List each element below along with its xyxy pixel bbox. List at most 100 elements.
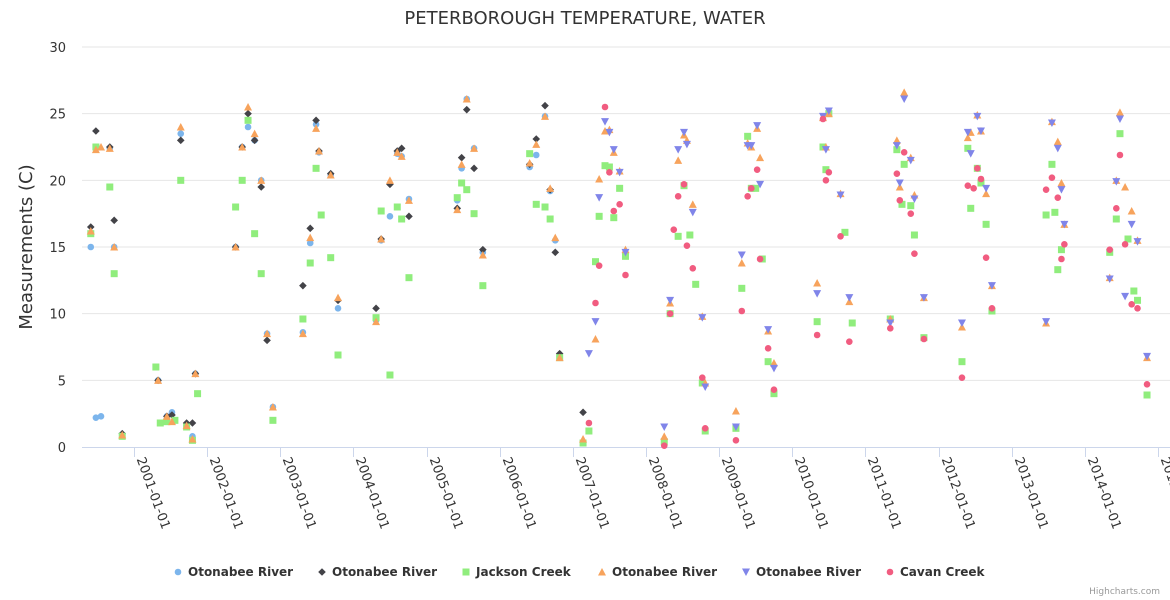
data-point[interactable] — [110, 243, 119, 251]
data-point[interactable] — [737, 251, 746, 260]
data-point[interactable] — [312, 124, 321, 132]
data-point[interactable] — [92, 127, 100, 135]
data-point[interactable] — [848, 319, 856, 327]
data-point[interactable] — [616, 201, 623, 208]
data-point[interactable] — [616, 184, 624, 192]
legend-item[interactable]: Jackson Creek — [462, 565, 572, 579]
data-point[interactable] — [579, 435, 588, 443]
data-point[interactable] — [967, 204, 975, 212]
data-point[interactable] — [682, 140, 691, 149]
data-point[interactable] — [532, 135, 541, 143]
data-point[interactable] — [770, 386, 778, 393]
data-point[interactable] — [591, 318, 600, 326]
data-point[interactable] — [470, 210, 478, 218]
data-point[interactable] — [692, 280, 700, 288]
data-point[interactable] — [1116, 151, 1124, 159]
data-point[interactable] — [372, 317, 381, 326]
data-point[interactable] — [982, 189, 991, 198]
data-point[interactable] — [737, 259, 746, 267]
data-point[interactable] — [397, 144, 406, 153]
data-point[interactable] — [1057, 179, 1066, 187]
data-point[interactable] — [606, 169, 613, 176]
data-point[interactable] — [579, 439, 587, 447]
data-point[interactable] — [397, 152, 406, 160]
data-point[interactable] — [615, 168, 624, 177]
data-point[interactable] — [605, 163, 613, 171]
data-point[interactable] — [269, 416, 277, 424]
data-point[interactable] — [327, 254, 335, 262]
data-point[interactable] — [666, 310, 674, 317]
data-point[interactable] — [532, 200, 540, 208]
data-point[interactable] — [551, 233, 560, 242]
data-point[interactable] — [479, 282, 487, 290]
legend-item[interactable]: Otonabee River — [318, 565, 437, 579]
data-point[interactable] — [110, 270, 118, 278]
data-point[interactable] — [1042, 186, 1050, 193]
data-point[interactable] — [813, 331, 821, 339]
data-point[interactable] — [118, 431, 127, 439]
data-point[interactable] — [393, 148, 402, 156]
data-point[interactable] — [526, 150, 534, 158]
data-point[interactable] — [674, 232, 682, 240]
data-point[interactable] — [982, 184, 991, 193]
data-point[interactable] — [1143, 391, 1151, 399]
data-point[interactable] — [457, 160, 466, 168]
data-point[interactable] — [764, 326, 773, 334]
data-point[interactable] — [1130, 287, 1138, 295]
data-point[interactable] — [896, 197, 904, 204]
data-point[interactable] — [747, 142, 756, 150]
data-point[interactable] — [622, 271, 629, 279]
data-point[interactable] — [592, 299, 599, 307]
data-point[interactable] — [312, 116, 320, 125]
data-point[interactable] — [1042, 211, 1050, 219]
data-point[interactable] — [546, 184, 555, 192]
data-point[interactable] — [957, 319, 966, 328]
data-point[interactable] — [532, 151, 540, 159]
data-point[interactable] — [386, 371, 394, 379]
data-point[interactable] — [731, 423, 740, 432]
data-point[interactable] — [1105, 275, 1114, 284]
data-point[interactable] — [744, 193, 751, 200]
data-point[interactable] — [317, 211, 325, 219]
data-point[interactable] — [541, 101, 549, 110]
data-point[interactable] — [747, 185, 755, 192]
data-point[interactable] — [194, 390, 202, 398]
data-point[interactable] — [595, 175, 604, 183]
data-point[interactable] — [97, 413, 105, 420]
data-point[interactable] — [1134, 305, 1141, 312]
data-point[interactable] — [738, 284, 746, 292]
data-point[interactable] — [1048, 174, 1056, 181]
data-point[interactable] — [1106, 246, 1114, 253]
data-point[interactable] — [822, 166, 830, 174]
data-point[interactable] — [813, 318, 821, 326]
data-point[interactable] — [182, 421, 191, 430]
data-point[interactable] — [1042, 318, 1051, 326]
data-point[interactable] — [458, 179, 466, 187]
data-point[interactable] — [837, 233, 844, 240]
data-point[interactable] — [1133, 238, 1142, 246]
data-point[interactable] — [744, 132, 752, 140]
data-point[interactable] — [698, 379, 706, 387]
data-point[interactable] — [1054, 194, 1062, 201]
data-point[interactable] — [595, 212, 603, 220]
data-point[interactable] — [977, 175, 985, 183]
data-point[interactable] — [753, 122, 762, 130]
data-point[interactable] — [907, 210, 915, 217]
data-point[interactable] — [453, 205, 462, 214]
data-point[interactable] — [1127, 207, 1136, 215]
data-point[interactable] — [231, 243, 240, 251]
data-point[interactable] — [886, 319, 895, 328]
data-point[interactable] — [900, 88, 909, 96]
data-point[interactable] — [680, 128, 689, 137]
data-point[interactable] — [1127, 220, 1136, 229]
data-point[interactable] — [964, 144, 972, 152]
data-point[interactable] — [238, 143, 247, 151]
data-point[interactable] — [106, 183, 114, 191]
data-point[interactable] — [405, 212, 413, 221]
data-point[interactable] — [701, 383, 710, 392]
data-point[interactable] — [168, 411, 176, 419]
data-point[interactable] — [306, 239, 314, 247]
data-point[interactable] — [680, 181, 688, 188]
data-point[interactable] — [470, 164, 478, 173]
data-point[interactable] — [892, 136, 901, 144]
